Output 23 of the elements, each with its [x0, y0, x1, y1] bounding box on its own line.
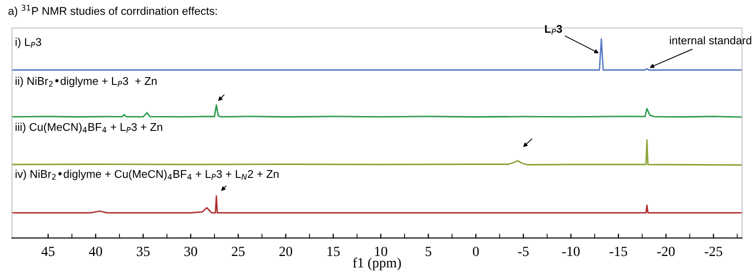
chart-title: i) L$_{P}$3	[16, 38, 42, 48]
chart-title: iv) NiBr$_{2}$•diglyme + Cu(MeCN)$_{4}$BF$_{4}$ + L$_{P}$3 + L$_{N}$2 + Zn	[16, 170, 278, 180]
x-tick-label: 15	[328, 246, 340, 256]
chart-title: ii) NiBr$_{2}$•diglyme + L$_{P}$3 + Zn	[16, 76, 157, 88]
x-tick-label: 5	[426, 246, 432, 256]
x-tick-label: -25	[704, 246, 722, 256]
x-tick-label: 45	[41, 246, 55, 256]
x-tick-label: -20	[657, 246, 675, 256]
x-tick-label: -5	[518, 246, 529, 256]
x-tick-label: -15	[610, 246, 628, 256]
text: a) $^{31}$P NMR studies of corrdination effects:	[8, 4, 217, 18]
x-tick-label: 40	[88, 246, 102, 256]
x-tick-label: 25	[232, 246, 245, 256]
chart-title: iii) Cu(MeCN)$_{4}$BF$_{4}$ + L$_{P}$3 + Zn	[16, 122, 162, 134]
annotation: internal standard	[670, 36, 752, 44]
x-tick-label: 10	[375, 246, 388, 256]
x-axis-title: f1 (ppm)	[352, 258, 401, 270]
x-tick-label: 20	[279, 246, 292, 256]
x-tick-label: 0	[472, 246, 479, 256]
x-tick-label: 35	[136, 246, 150, 256]
annotation: L$_{P}$3	[545, 24, 562, 35]
x-tick-label: 30	[184, 246, 198, 256]
x-tick-label: -10	[562, 246, 580, 256]
